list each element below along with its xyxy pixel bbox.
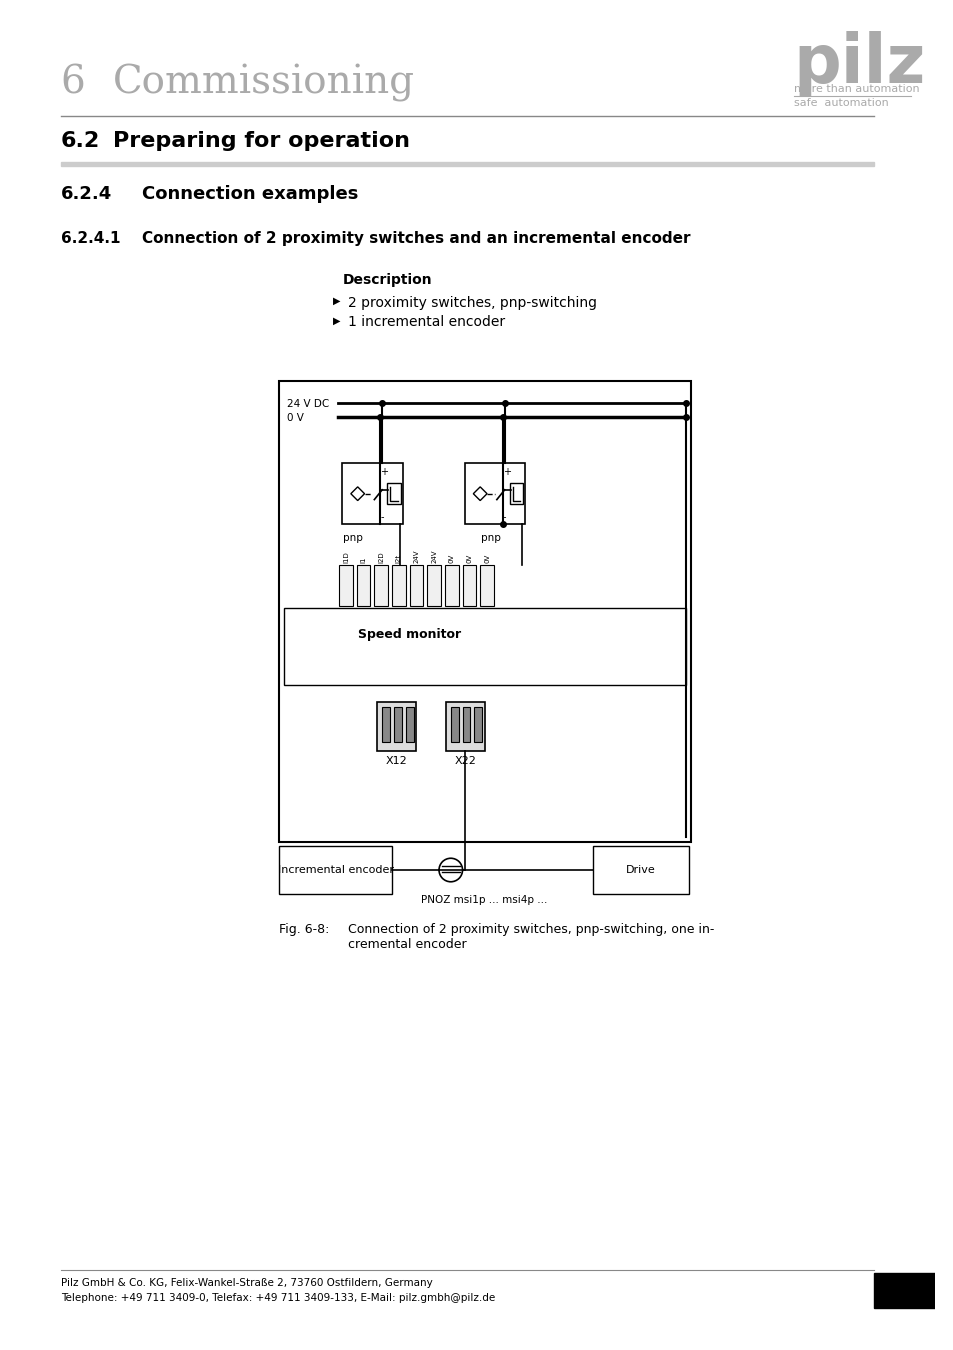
Text: Speed monitor: Speed monitor: [357, 628, 460, 641]
Text: Connection of 2 proximity switches and an incremental encoder: Connection of 2 proximity switches and a…: [142, 231, 690, 246]
Text: I2D: I2D: [377, 552, 384, 563]
Text: Incremental encoder: Incremental encoder: [277, 865, 394, 875]
Bar: [451, 707, 458, 741]
Text: Commissioning: Commissioning: [112, 65, 415, 103]
Text: Pilz GmbH & Co. KG, Felix-Wankel-Straße 2, 73760 Ostfildern, Germany: Pilz GmbH & Co. KG, Felix-Wankel-Straße …: [61, 1277, 432, 1288]
Text: PNOZ msi1p ... msi4p ...: PNOZ msi1p ... msi4p ...: [421, 895, 547, 906]
Bar: [474, 707, 481, 741]
Bar: [279, 381, 690, 841]
Text: 6.2: 6.2: [61, 131, 100, 151]
Bar: [409, 566, 423, 606]
Text: Connection examples: Connection examples: [142, 185, 358, 202]
Text: 6-7: 6-7: [891, 1280, 916, 1293]
Text: ▶: ▶: [333, 316, 340, 325]
Text: Description: Description: [343, 273, 432, 288]
Text: 24 V DC: 24 V DC: [287, 398, 329, 409]
Bar: [61, 162, 873, 166]
Bar: [427, 566, 440, 606]
Text: 0 V: 0 V: [287, 413, 304, 424]
Text: pilz: pilz: [793, 31, 925, 97]
Text: 24V: 24V: [413, 549, 419, 563]
Bar: [387, 483, 400, 505]
Bar: [394, 707, 401, 741]
Bar: [592, 846, 688, 894]
Bar: [374, 566, 388, 606]
Text: X12: X12: [386, 756, 407, 767]
Text: 1 incremental encoder: 1 incremental encoder: [348, 316, 504, 329]
Text: -: -: [380, 513, 383, 522]
Bar: [509, 483, 523, 505]
Text: 2 proximity switches, pnp-switching: 2 proximity switches, pnp-switching: [348, 296, 597, 309]
Text: 0V: 0V: [466, 554, 472, 563]
Bar: [462, 566, 476, 606]
Text: 24V: 24V: [431, 549, 436, 563]
Bar: [279, 846, 392, 894]
Text: Telephone: +49 711 3409-0, Telefax: +49 711 3409-133, E-Mail: pilz.gmbh@pilz.de: Telephone: +49 711 3409-0, Telefax: +49 …: [61, 1293, 495, 1303]
Bar: [382, 707, 390, 741]
Bar: [444, 566, 458, 606]
Text: I2t: I2t: [395, 554, 401, 563]
Bar: [405, 707, 413, 741]
Bar: [464, 463, 525, 524]
Text: +: +: [502, 467, 510, 478]
Bar: [445, 702, 484, 752]
Text: safe  automation: safe automation: [793, 97, 887, 108]
Text: Preparing for operation: Preparing for operation: [112, 131, 409, 151]
Text: ▶: ▶: [333, 296, 340, 305]
Text: pnp: pnp: [343, 533, 362, 543]
Bar: [356, 566, 370, 606]
Text: Fig. 6-8:: Fig. 6-8:: [279, 923, 330, 936]
Bar: [342, 463, 402, 524]
Text: Connection of 2 proximity switches, pnp-switching, one in-
cremental encoder: Connection of 2 proximity switches, pnp-…: [348, 923, 714, 950]
Text: +: +: [380, 467, 388, 478]
Text: pnp: pnp: [480, 533, 500, 543]
Bar: [338, 566, 353, 606]
Text: 6.2.4.1: 6.2.4.1: [61, 231, 120, 246]
Bar: [392, 566, 405, 606]
Text: 0V: 0V: [483, 554, 490, 563]
Bar: [479, 566, 494, 606]
Text: 6: 6: [61, 65, 86, 101]
Text: Drive: Drive: [625, 865, 655, 875]
Text: 0V: 0V: [448, 554, 455, 563]
Text: -: -: [502, 513, 506, 522]
Bar: [376, 702, 416, 752]
Text: more than automation: more than automation: [793, 84, 919, 95]
Bar: [873, 1273, 934, 1308]
Text: X22: X22: [454, 756, 476, 767]
Text: I1D: I1D: [342, 552, 349, 563]
Bar: [284, 609, 685, 684]
Text: 6.2.4: 6.2.4: [61, 185, 112, 202]
Text: I1: I1: [360, 556, 366, 563]
Bar: [462, 707, 470, 741]
